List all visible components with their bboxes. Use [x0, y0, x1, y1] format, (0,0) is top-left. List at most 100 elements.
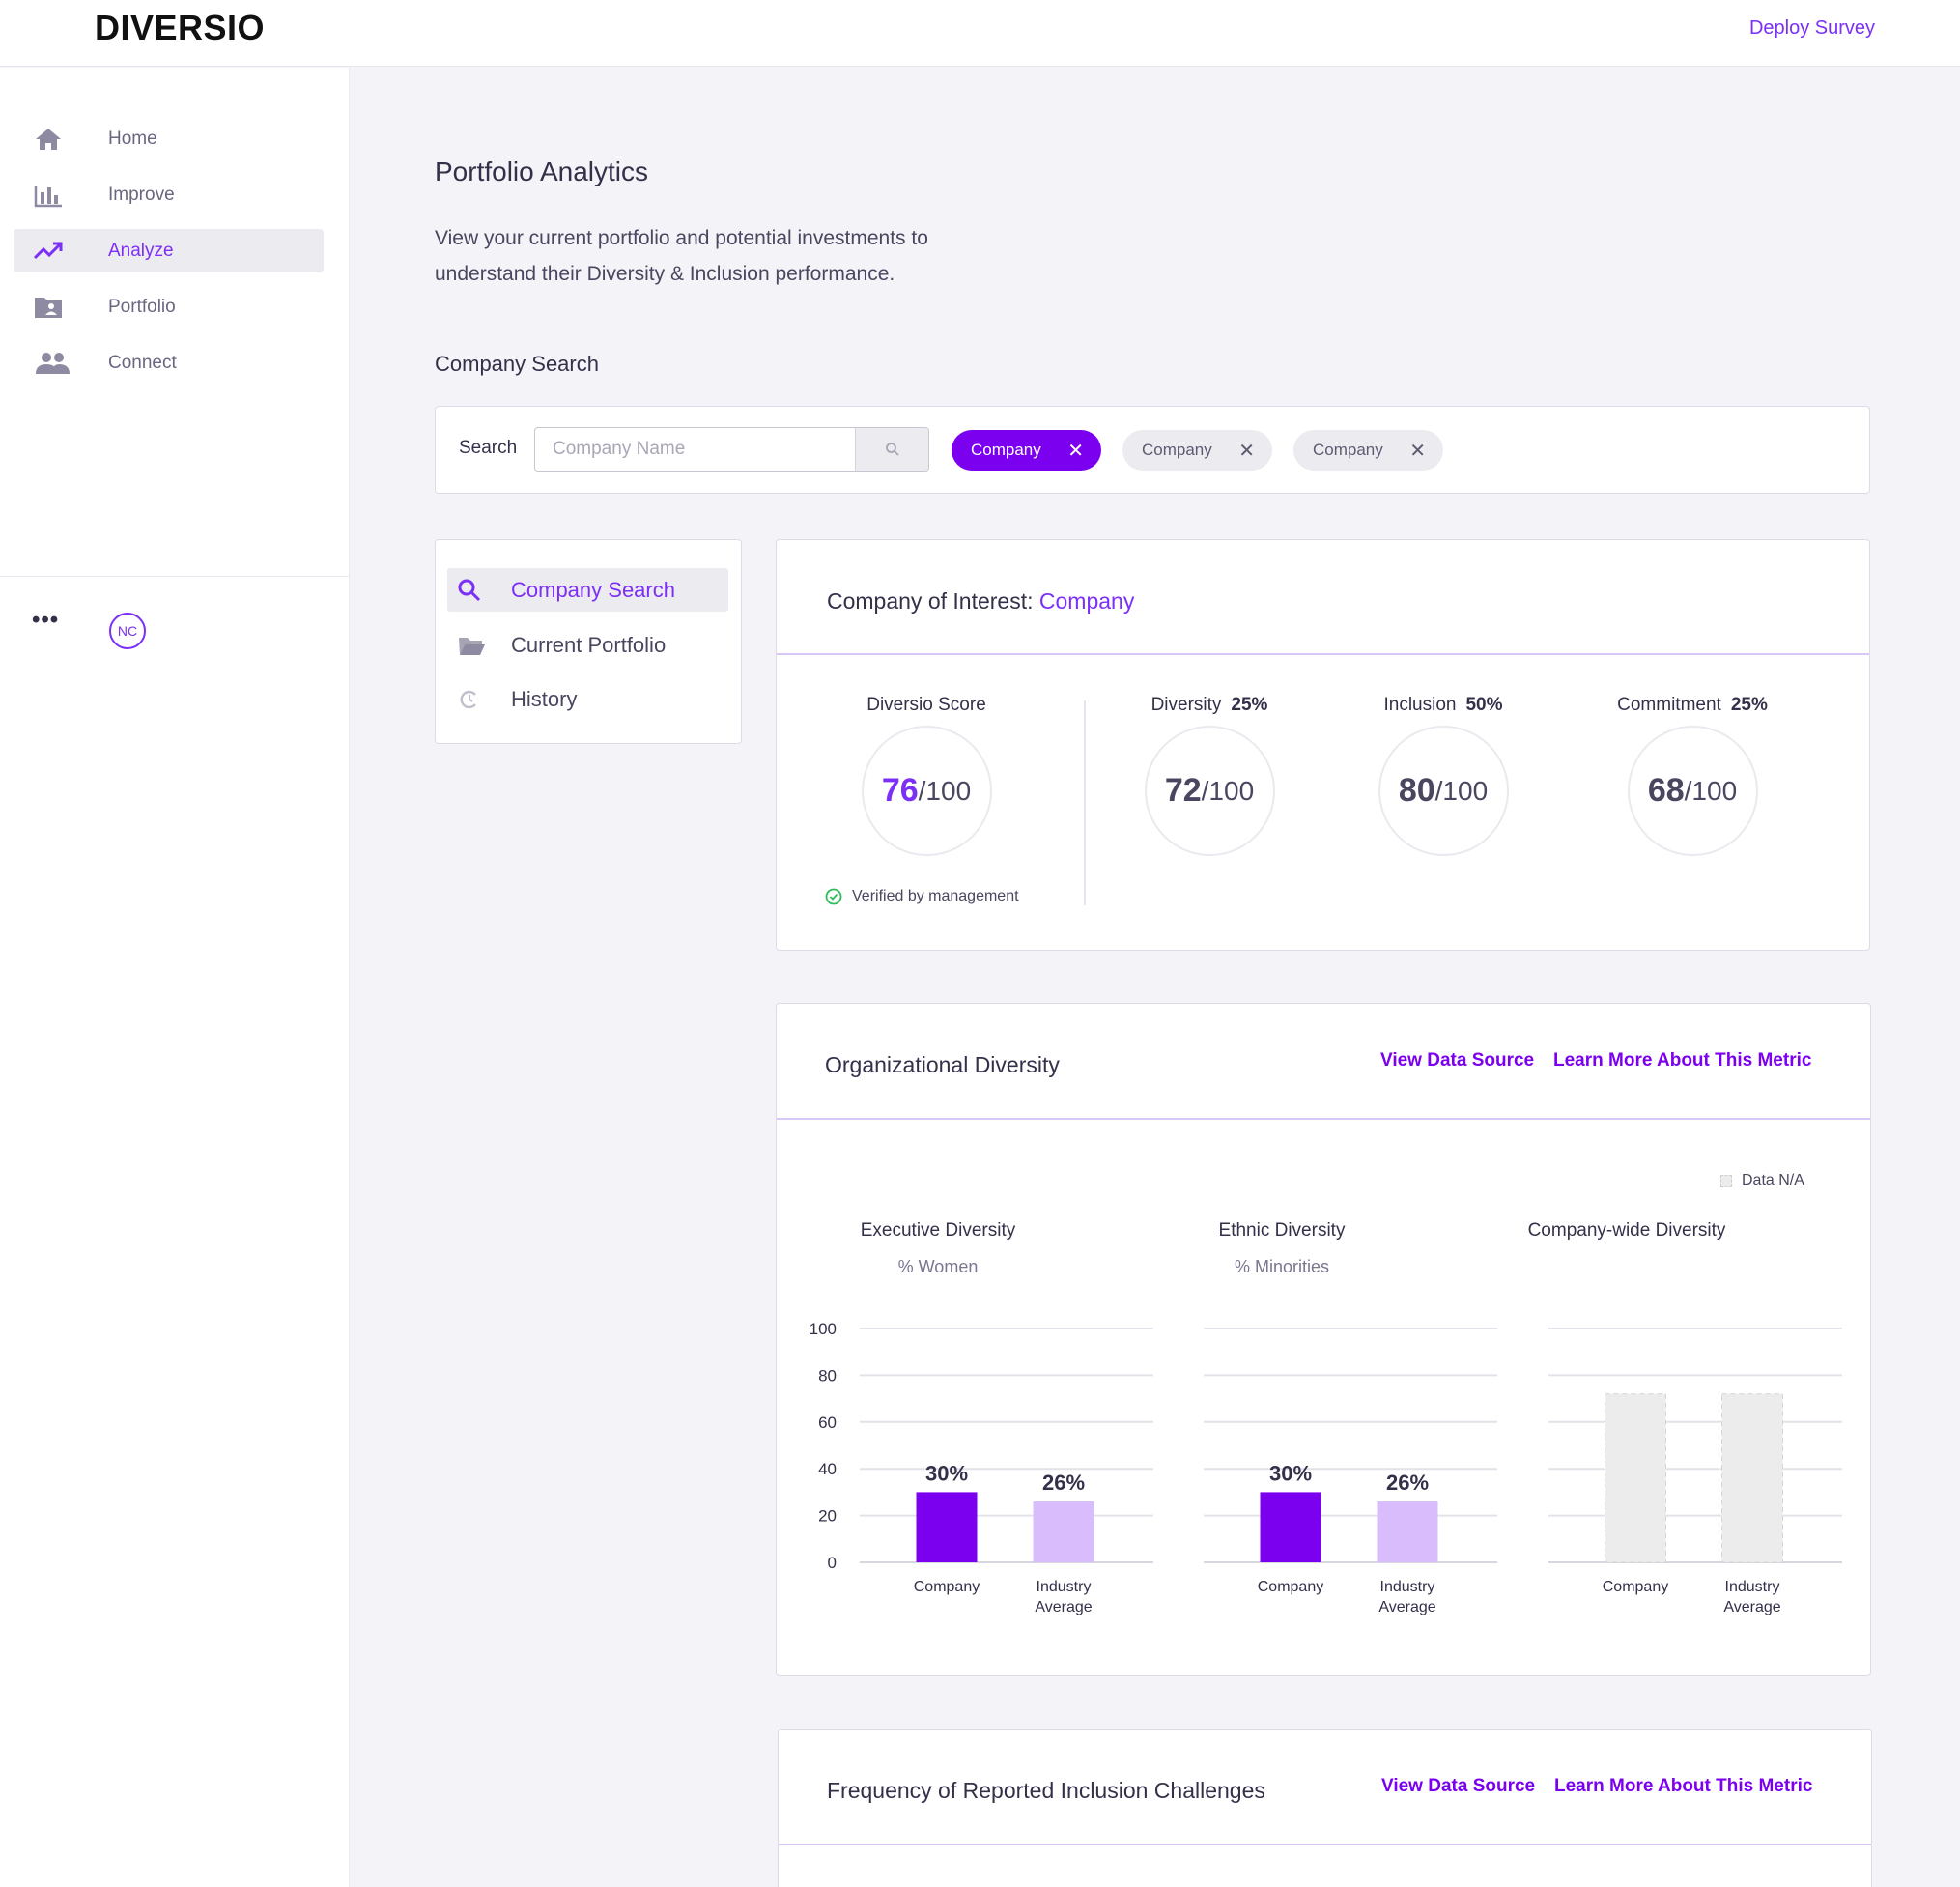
tab-history[interactable]: History — [447, 677, 728, 721]
card-header-divider — [779, 1844, 1871, 1845]
score-ring: 80/100 — [1378, 726, 1509, 856]
card-header-divider — [777, 1118, 1870, 1120]
sidebar-item-label: Improve — [108, 184, 175, 205]
view-data-source-link[interactable]: View Data Source — [1380, 1050, 1535, 1071]
chip-label: Company — [1142, 441, 1212, 459]
score-denominator: /100 — [918, 775, 972, 806]
x-category-label: Industry — [1725, 1579, 1780, 1595]
score-divider — [1084, 700, 1086, 905]
search-mode-tabs: Company Search Current Portfolio History — [435, 539, 742, 744]
company-name-input[interactable] — [535, 428, 856, 471]
tab-label: Company Search — [511, 578, 675, 602]
diversio-score: Diversio Score 76/100 — [820, 695, 1033, 856]
y-tick-label: 60 — [818, 1414, 837, 1432]
sidebar-item-home[interactable]: Home — [14, 117, 324, 160]
sidebar-item-analyze[interactable]: Analyze — [14, 229, 324, 272]
score-ring: 76/100 — [861, 726, 992, 856]
tab-label: Current Portfolio — [511, 633, 667, 657]
legend-data-na: Data N/A — [1720, 1172, 1804, 1189]
score-value: 76 — [881, 772, 919, 809]
tab-company-search[interactable]: Company Search — [447, 568, 728, 612]
sidebar-item-label: Connect — [108, 352, 177, 373]
score-title: Commitment 25% — [1617, 695, 1768, 715]
bar — [1033, 1501, 1094, 1562]
home-icon — [36, 129, 61, 150]
x-category-label: Industry — [1037, 1579, 1092, 1595]
tab-label: History — [511, 687, 578, 711]
bar-chart-icon — [34, 186, 62, 208]
y-tick-label: 0 — [828, 1554, 837, 1572]
top-bar: DIVERSIO Deploy Survey — [0, 0, 1960, 67]
chart-subtitle-ethnic: % Minorities — [1234, 1257, 1330, 1276]
x-category-label: Company — [1603, 1579, 1668, 1595]
folder-open-icon — [459, 638, 485, 655]
sidebar-item-label: Home — [108, 128, 157, 149]
bar-na — [1721, 1393, 1783, 1563]
more-options-icon[interactable]: ••• — [32, 607, 60, 633]
company-search-heading: Company Search — [435, 352, 599, 376]
chart-title-ethnic: Ethnic Diversity — [1218, 1220, 1346, 1241]
score-ring: 72/100 — [1144, 726, 1275, 856]
view-data-source-link[interactable]: View Data Source — [1381, 1776, 1536, 1796]
sidebar-item-improve[interactable]: Improve — [14, 173, 324, 216]
organizational-diversity-card: Organizational Diversity View Data Sourc… — [776, 1003, 1871, 1676]
search-box — [534, 427, 929, 472]
legend-label: Data N/A — [1742, 1172, 1804, 1188]
inclusion-score: Inclusion 50% 80/100 — [1337, 695, 1549, 856]
search-card: Search Company ✕ Company ✕ Company ✕ — [435, 406, 1870, 494]
company-chip[interactable]: Company ✕ — [1293, 430, 1443, 471]
close-icon[interactable]: ✕ — [1238, 441, 1255, 462]
sidebar-item-label: Analyze — [108, 240, 174, 261]
learn-more-link[interactable]: Learn More About This Metric — [1553, 1050, 1812, 1071]
score-value: 72 — [1164, 772, 1202, 809]
verified-text: Verified by management — [852, 888, 1019, 904]
score-title: Inclusion 50% — [1383, 695, 1503, 715]
user-avatar[interactable]: NC — [109, 613, 146, 649]
diversity-score: Diversity 25% 72/100 — [1103, 695, 1316, 856]
card-header-divider — [777, 653, 1869, 655]
company-chip[interactable]: Company ✕ — [952, 430, 1101, 471]
x-category-label: Company — [1258, 1579, 1323, 1595]
x-category-label: Average — [1723, 1599, 1780, 1615]
sidebar-item-connect[interactable]: Connect — [14, 341, 324, 385]
score-ring: 68/100 — [1627, 726, 1758, 856]
tab-current-portfolio[interactable]: Current Portfolio — [447, 623, 728, 667]
deploy-survey-link[interactable]: Deploy Survey — [1748, 17, 1875, 39]
score-value: 80 — [1398, 772, 1435, 809]
company-chip[interactable]: Company ✕ — [1122, 430, 1272, 471]
y-tick-label: 100 — [810, 1320, 837, 1338]
check-circle-icon — [825, 888, 842, 905]
x-category-label: Average — [1035, 1599, 1092, 1615]
history-icon — [460, 690, 476, 709]
diversio-logo[interactable]: DIVERSIO — [95, 8, 266, 47]
learn-more-link[interactable]: Learn More About This Metric — [1554, 1776, 1813, 1796]
page-title: Portfolio Analytics — [435, 157, 648, 186]
y-tick-label: 80 — [818, 1366, 837, 1385]
company-of-interest-value[interactable]: Company — [1038, 588, 1135, 614]
chart-subtitle-executive: % Women — [897, 1257, 979, 1276]
sidebar-divider — [0, 576, 350, 577]
sidebar-item-label: Portfolio — [108, 296, 176, 317]
trending-up-icon — [33, 242, 63, 260]
sidebar: Home Improve Analyze Portfolio Connect •… — [0, 68, 350, 1887]
bar — [916, 1492, 978, 1562]
score-title: Diversity 25% — [1150, 695, 1268, 715]
close-icon[interactable]: ✕ — [1067, 441, 1084, 462]
search-icon — [885, 443, 899, 456]
chart-title-company-wide: Company-wide Diversity — [1527, 1220, 1726, 1241]
company-of-interest-label: Company of Interest: — [827, 588, 1034, 614]
bar-value-label: 30% — [925, 1461, 968, 1485]
score-title: Diversio Score — [866, 695, 986, 715]
y-tick-label: 40 — [818, 1460, 837, 1478]
sidebar-item-portfolio[interactable]: Portfolio — [14, 285, 324, 329]
inclusion-challenges-title: Frequency of Reported Inclusion Challeng… — [827, 1778, 1265, 1803]
score-weight: 25% — [1730, 695, 1768, 715]
legend-swatch — [1720, 1175, 1732, 1187]
bar-na — [1605, 1393, 1666, 1563]
commitment-score: Commitment 25% 68/100 — [1586, 695, 1799, 856]
bar-value-label: 26% — [1042, 1471, 1085, 1495]
score-weight: 50% — [1465, 695, 1503, 715]
chip-label: Company — [971, 441, 1041, 459]
search-button[interactable] — [855, 428, 928, 471]
close-icon[interactable]: ✕ — [1409, 441, 1426, 462]
